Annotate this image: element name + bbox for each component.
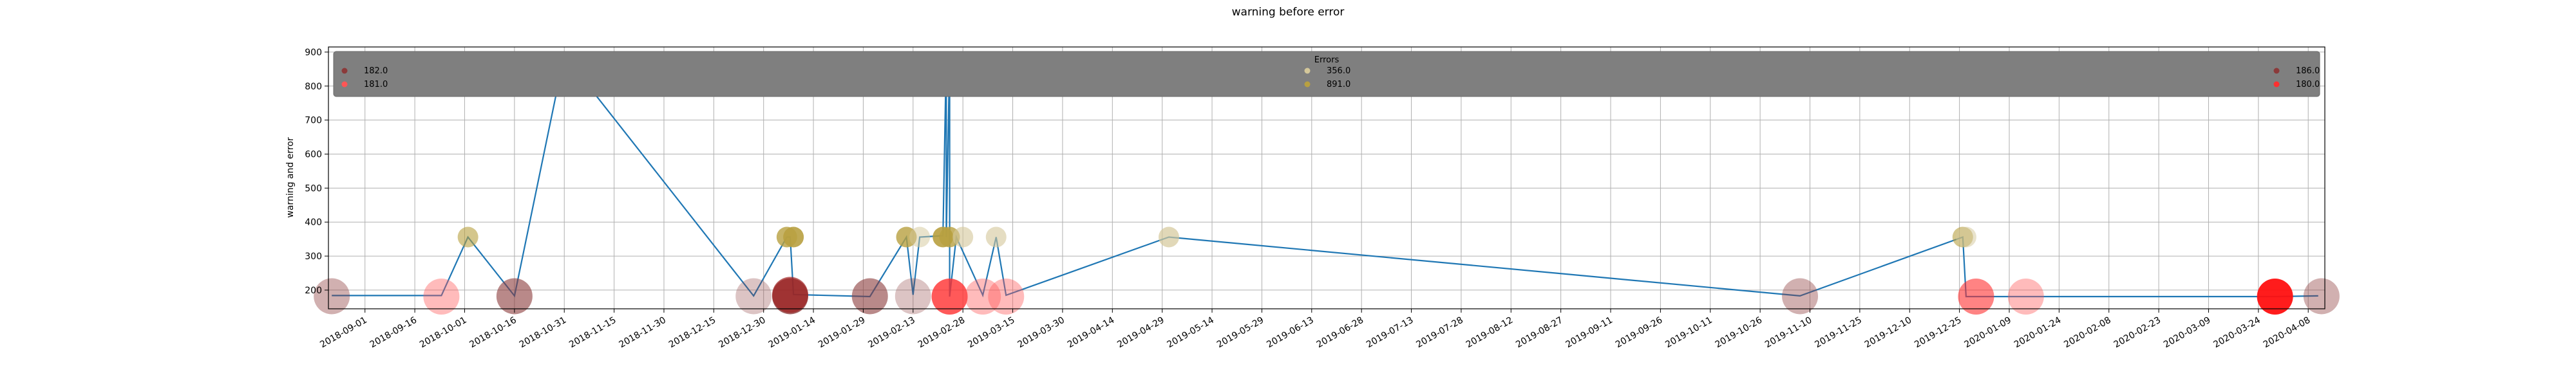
x-tick-label: 2019-04-14 (1066, 315, 1117, 351)
data-point (985, 226, 1007, 248)
legend-marker (341, 81, 348, 87)
y-axis: 200 300 400 500 600 700 800 900 (305, 48, 328, 296)
legend-marker (341, 68, 348, 74)
legend-marker (1304, 68, 1311, 74)
data-point (895, 278, 931, 315)
legend: Errors 182.0 181.0 356.0 891.0 186.0 180.0 (333, 51, 2320, 97)
x-tick-label: 2018-12-30 (717, 315, 767, 351)
data-point (772, 277, 808, 313)
data-point (1158, 226, 1179, 248)
legend-box (333, 51, 2320, 97)
x-tick-label: 2020-03-24 (2211, 315, 2262, 351)
x-tick-label: 2019-06-13 (1265, 315, 1315, 351)
x-tick-label: 2019-08-27 (1514, 315, 1564, 351)
y-tick-label: 900 (305, 48, 322, 58)
y-tick-label: 400 (305, 217, 322, 228)
x-tick-label: 2019-07-28 (1414, 315, 1464, 351)
x-tick-label: 2020-01-09 (1963, 315, 2013, 351)
data-point (965, 278, 1001, 315)
y-tick-label: 500 (305, 183, 322, 194)
x-tick-label: 2019-09-11 (1564, 315, 1615, 351)
legend-title: Errors (1314, 55, 1340, 65)
y-tick-label: 600 (305, 150, 322, 160)
data-point (423, 278, 460, 315)
x-tick-label: 2019-01-14 (767, 315, 818, 351)
data-point (851, 278, 888, 315)
data-point (496, 278, 533, 315)
x-tick-label: 2019-11-25 (1813, 315, 1863, 351)
data-point (2303, 278, 2340, 315)
x-tick-label: 2019-12-10 (1863, 315, 1913, 351)
x-tick-label: 2019-06-28 (1315, 315, 1365, 351)
data-point (1955, 226, 1976, 248)
y-axis-label: warning and error (285, 137, 296, 217)
x-tick-label: 2018-10-31 (518, 315, 568, 351)
data-point (457, 226, 478, 248)
x-tick-label: 2019-08-12 (1464, 315, 1515, 351)
x-tick-label: 2018-12-15 (667, 315, 717, 351)
x-tick-label: 2019-07-13 (1365, 315, 1415, 351)
x-tick-label: 2018-11-15 (567, 315, 618, 351)
legend-label: 182.0 (364, 66, 388, 76)
legend-marker (1304, 81, 1311, 87)
y-tick-label: 300 (305, 252, 322, 262)
chart-title: warning before error (1232, 6, 1345, 19)
x-tick-label: 2019-09-26 (1614, 315, 1665, 351)
x-tick-label: 2018-10-16 (468, 315, 518, 351)
data-point (2257, 278, 2293, 315)
x-tick-label: 2019-05-14 (1166, 315, 1217, 351)
legend-marker (2273, 68, 2280, 74)
x-tick-label: 2018-10-01 (418, 315, 468, 351)
data-point (314, 278, 350, 315)
data-point (1958, 278, 1994, 315)
legend-label: 356.0 (1327, 66, 1350, 76)
x-tick-label: 2019-12-25 (1913, 315, 1963, 351)
x-tick-label: 2019-11-10 (1763, 315, 1814, 351)
x-tick-label: 2019-10-26 (1714, 315, 1765, 351)
data-point (735, 278, 772, 315)
x-tick-label: 2019-04-29 (1115, 315, 1166, 351)
y-tick-label: 700 (305, 116, 322, 126)
plot-frame (328, 46, 2325, 309)
y-tick-label: 200 (305, 286, 322, 296)
data-point (1782, 278, 1819, 315)
x-tick-label: 2020-01-24 (2012, 315, 2063, 351)
x-tick-label: 2019-03-30 (1016, 315, 1066, 351)
data-point (2007, 278, 2044, 315)
x-tick-label: 2020-03-09 (2162, 315, 2212, 351)
legend-label: 180.0 (2296, 80, 2320, 89)
plot-area (314, 52, 2340, 315)
data-point (988, 278, 1025, 315)
x-tick-label: 2018-11-30 (617, 315, 667, 351)
data-point (952, 226, 974, 248)
x-tick-label: 2020-02-08 (2062, 315, 2112, 351)
legend-label: 891.0 (1327, 80, 1350, 89)
x-tick-label: 2019-02-13 (866, 315, 916, 351)
legend-marker (2273, 81, 2280, 87)
y-tick-label: 800 (305, 82, 322, 92)
x-tick-label: 2019-05-29 (1215, 315, 1265, 351)
x-tick-label: 2020-04-08 (2262, 315, 2312, 351)
x-tick-label: 2018-09-01 (318, 315, 368, 351)
data-point (931, 278, 968, 315)
x-tick-label: 2019-10-11 (1663, 315, 1714, 351)
data-point (909, 226, 931, 248)
data-point (783, 226, 804, 248)
x-tick-label: 2019-02-28 (916, 315, 967, 351)
x-tick-label: 2019-01-29 (817, 315, 867, 351)
x-tick-label: 2020-02-23 (2112, 315, 2163, 351)
legend-label: 186.0 (2296, 66, 2320, 76)
legend-label: 181.0 (364, 80, 388, 89)
x-tick-label: 2019-03-15 (966, 315, 1016, 351)
x-tick-label: 2018-09-16 (368, 315, 419, 351)
x-axis: 2018-09-012018-09-162018-10-012018-10-16… (318, 309, 2312, 350)
